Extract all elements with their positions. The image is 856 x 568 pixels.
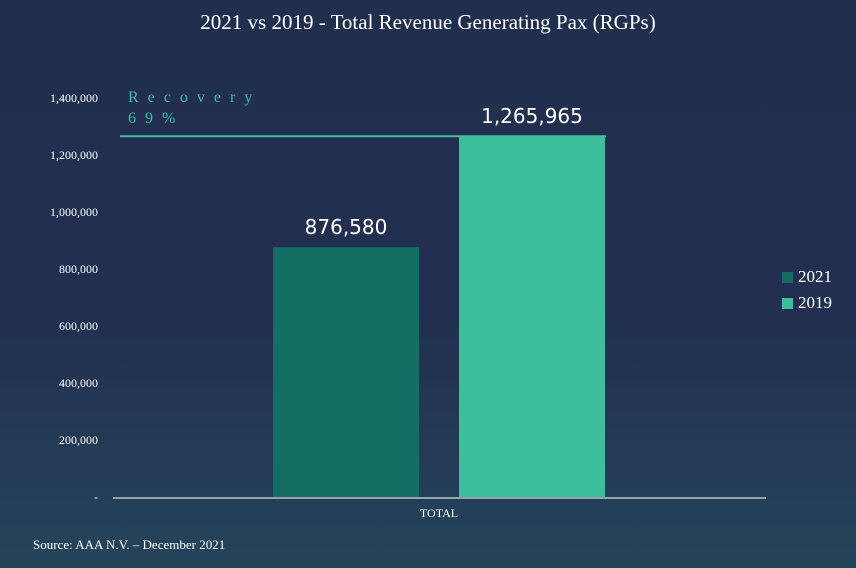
y-tick-label: 1,200,000 — [50, 148, 98, 162]
y-tick-label: 1,000,000 — [50, 205, 98, 219]
bars — [273, 136, 605, 497]
legend-label: 2021 — [798, 267, 832, 286]
data-label-2019: 1,265,965 — [481, 104, 583, 128]
recovery-percent: 69% — [128, 110, 185, 127]
x-tick-label: TOTAL — [420, 506, 458, 520]
bar-2019 — [459, 136, 605, 497]
legend-swatch — [782, 271, 793, 283]
y-axis-ticks: - 200,000 400,000 600,000 800,000 1,000,000 1,… — [50, 91, 98, 504]
source-note: Source: AAA N.V. – December 2021 — [33, 537, 226, 552]
y-tick-label: 400,000 — [59, 376, 98, 390]
legend-swatch — [782, 297, 793, 309]
y-tick-label: 800,000 — [59, 262, 98, 276]
recovery-annotation: Recovery 69% — [128, 87, 261, 129]
legend-label: 2019 — [798, 293, 832, 312]
legend-item-2021: 2021 — [782, 264, 832, 290]
y-tick-label: 200,000 — [59, 433, 98, 447]
chart-title: 2021 vs 2019 - Total Revenue Generating … — [200, 10, 656, 34]
y-tick-label: - — [94, 490, 98, 504]
data-label-2021: 876,580 — [305, 215, 388, 239]
bar-2021 — [273, 247, 419, 497]
legend-item-2019: 2019 — [782, 290, 832, 316]
data-labels: 876,580 1,265,965 — [305, 104, 583, 239]
recovery-label: Recovery — [128, 89, 262, 106]
y-tick-label: 1,400,000 — [50, 91, 98, 105]
legend: 2021 2019 — [782, 264, 832, 316]
y-tick-label: 600,000 — [59, 319, 98, 333]
